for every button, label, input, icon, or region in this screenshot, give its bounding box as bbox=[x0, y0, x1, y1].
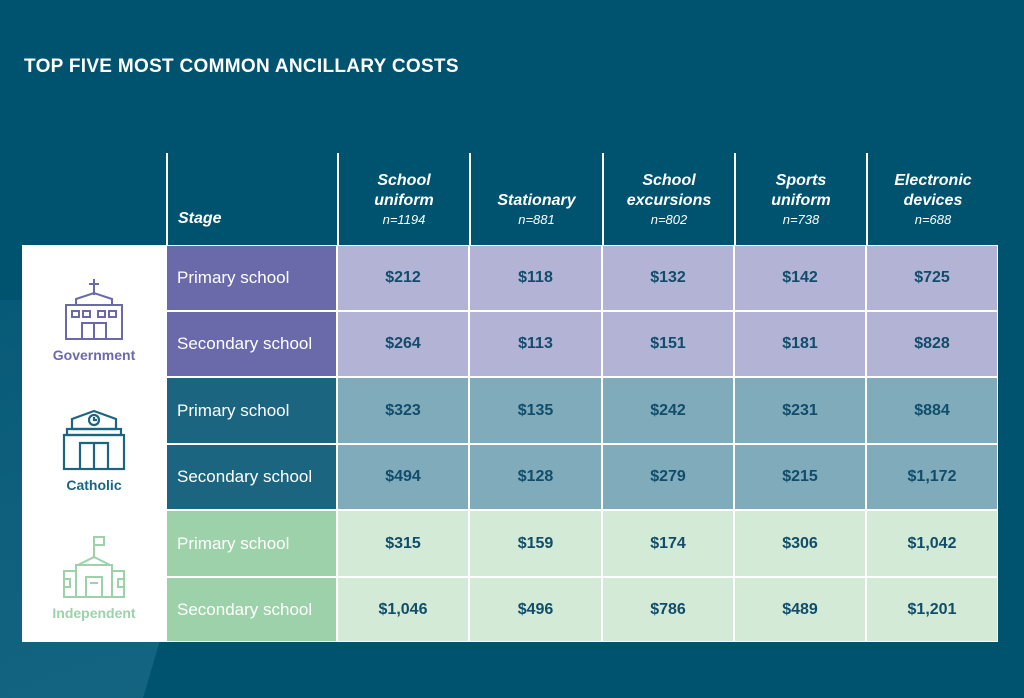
value-cell: $1,201 bbox=[866, 577, 998, 642]
value-cell: $151 bbox=[602, 311, 734, 377]
value-cell: $231 bbox=[734, 377, 866, 444]
value-cell: $884 bbox=[866, 377, 998, 444]
header-label: Stage bbox=[178, 210, 222, 227]
header-label: Electronic devices bbox=[894, 172, 972, 209]
stage-cell: Primary school bbox=[166, 377, 337, 444]
header-label: School uniform bbox=[374, 172, 434, 209]
value-cell: $132 bbox=[602, 245, 734, 311]
header-n: n=688 bbox=[914, 212, 952, 227]
church-school-icon bbox=[65, 279, 123, 340]
value-cell: $1,042 bbox=[866, 510, 998, 577]
value-cell: $113 bbox=[469, 311, 602, 377]
value-cell: $786 bbox=[602, 577, 734, 642]
stage-cell: Primary school bbox=[166, 510, 337, 577]
header-stage: Stage bbox=[166, 153, 337, 245]
header-label: Sports uniform bbox=[771, 172, 831, 209]
column-header: School excursions n=802 bbox=[602, 153, 734, 245]
stage-cell: Secondary school bbox=[166, 444, 337, 510]
value-cell: $118 bbox=[469, 245, 602, 311]
sector-label: Independent bbox=[52, 605, 136, 621]
sector-label: Catholic bbox=[66, 477, 122, 493]
clock-school-icon bbox=[62, 409, 126, 471]
value-cell: $323 bbox=[337, 377, 469, 444]
value-cell: $242 bbox=[602, 377, 734, 444]
value-cell: $279 bbox=[602, 444, 734, 510]
sector-government: Government bbox=[22, 277, 166, 363]
column-header: School uniform n=1194 bbox=[337, 153, 469, 245]
value-cell: $181 bbox=[734, 311, 866, 377]
column-header: Stationary n=881 bbox=[469, 153, 602, 245]
value-cell: $142 bbox=[734, 245, 866, 311]
value-cell: $725 bbox=[866, 245, 998, 311]
header-n: n=881 bbox=[518, 212, 555, 227]
value-cell: $264 bbox=[337, 311, 469, 377]
value-cell: $1,172 bbox=[866, 444, 998, 510]
value-cell: $174 bbox=[602, 510, 734, 577]
value-cell: $494 bbox=[337, 444, 469, 510]
page-title: TOP FIVE MOST COMMON ANCILLARY COSTS bbox=[24, 56, 459, 77]
value-cell: $306 bbox=[734, 510, 866, 577]
value-cell: $159 bbox=[469, 510, 602, 577]
stage-cell: Secondary school bbox=[166, 577, 337, 642]
sector-panel: Government Catholic Independent bbox=[22, 245, 166, 642]
value-cell: $215 bbox=[734, 444, 866, 510]
value-cell: $1,046 bbox=[337, 577, 469, 642]
flag-school-icon bbox=[63, 536, 125, 598]
header-label: Stationary bbox=[497, 192, 576, 209]
header-label: School excursions bbox=[626, 172, 712, 209]
value-cell: $489 bbox=[734, 577, 866, 642]
value-cell: $212 bbox=[337, 245, 469, 311]
value-cell: $828 bbox=[866, 311, 998, 377]
header-n: n=738 bbox=[782, 212, 820, 227]
value-cell: $128 bbox=[469, 444, 602, 510]
sector-independent: Independent bbox=[22, 535, 166, 621]
stage-cell: Primary school bbox=[166, 245, 337, 311]
column-header: Sports uniform n=738 bbox=[734, 153, 866, 245]
stage-cell: Secondary school bbox=[166, 311, 337, 377]
sector-catholic: Catholic bbox=[22, 407, 166, 493]
value-cell: $135 bbox=[469, 377, 602, 444]
value-cell: $315 bbox=[337, 510, 469, 577]
header-n: n=1194 bbox=[382, 212, 426, 227]
sector-label: Government bbox=[52, 347, 136, 363]
header-n: n=802 bbox=[650, 212, 688, 227]
column-header: Electronic devices n=688 bbox=[866, 153, 998, 245]
value-cell: $496 bbox=[469, 577, 602, 642]
